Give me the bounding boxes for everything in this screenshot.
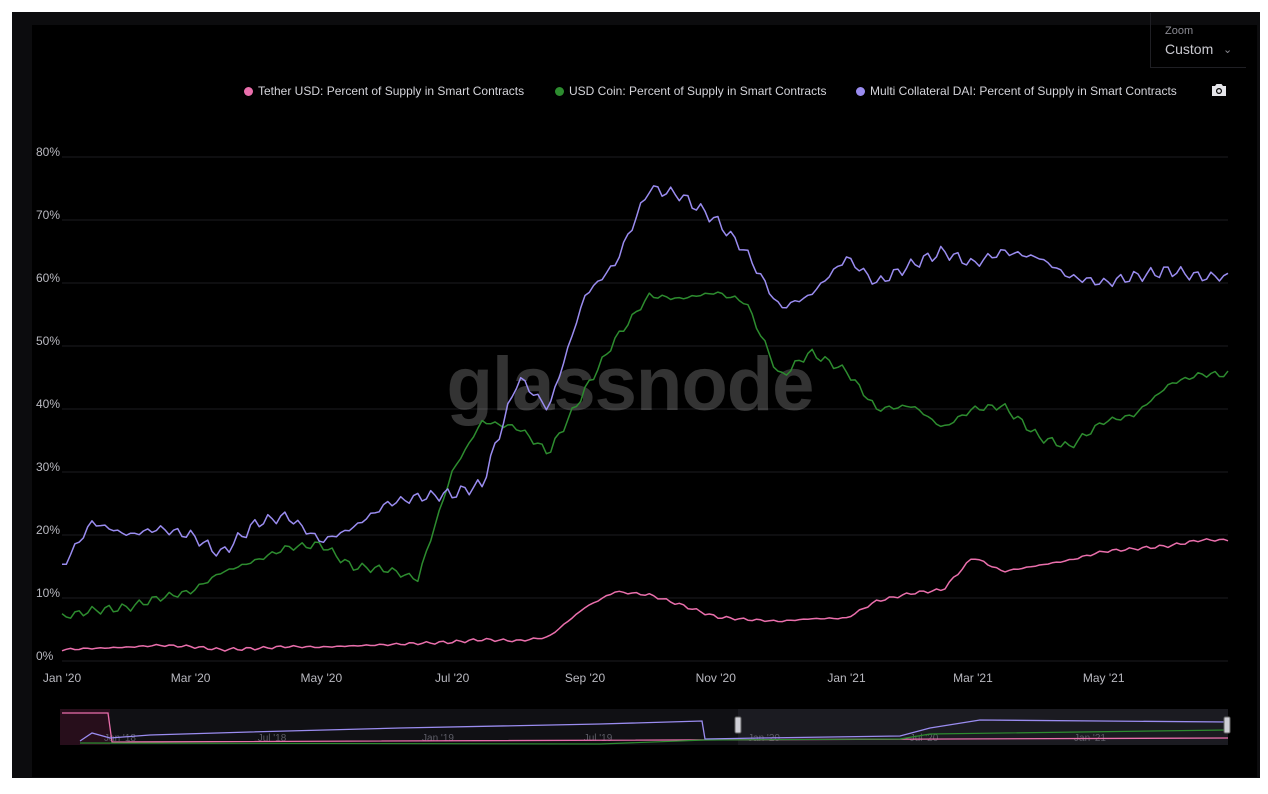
y-tick-label: 60% bbox=[36, 271, 60, 285]
legend-label-tether: Tether USD: Percent of Supply in Smart C… bbox=[258, 84, 525, 98]
zoom-label: Zoom bbox=[1165, 25, 1194, 37]
legend-dot-tether bbox=[244, 86, 253, 96]
chevron-down-icon: ⌄ bbox=[1223, 44, 1233, 56]
y-tick-label: 40% bbox=[36, 397, 60, 411]
navigator-label: Jul '19 bbox=[584, 733, 613, 744]
x-tick-label: Sep '20 bbox=[565, 671, 606, 685]
camera-icon[interactable] bbox=[1210, 82, 1228, 98]
series-line-tether bbox=[61, 538, 1229, 652]
y-tick-label: 20% bbox=[36, 523, 60, 537]
zoom-dropdown[interactable]: Zoom Custom ⌄ bbox=[1150, 13, 1246, 68]
x-tick-label: Nov '20 bbox=[696, 671, 737, 685]
navigator-label: Jan '19 bbox=[422, 733, 454, 744]
x-tick-label: May '21 bbox=[1083, 671, 1125, 685]
x-tick-label: Mar '20 bbox=[171, 671, 211, 685]
y-tick-label: 50% bbox=[36, 334, 60, 348]
series-line-dai bbox=[61, 185, 1229, 566]
legend-dot-dai bbox=[856, 86, 865, 96]
y-tick-label: 30% bbox=[36, 460, 60, 474]
x-tick-label: Jan '21 bbox=[827, 671, 866, 685]
watermark: glassnode bbox=[447, 342, 814, 427]
navigator-handle-left[interactable] bbox=[734, 716, 742, 734]
navigator-handle-right[interactable] bbox=[1223, 716, 1231, 734]
y-tick-label: 80% bbox=[36, 145, 60, 159]
x-tick-label: Jan '20 bbox=[43, 671, 82, 685]
series-line-usdc bbox=[61, 291, 1229, 619]
chart-frame bbox=[12, 12, 1260, 778]
legend-item-usdc[interactable]: USD Coin: Percent of Supply in Smart Con… bbox=[555, 84, 826, 98]
legend-dot-usdc bbox=[555, 86, 564, 96]
legend-label-dai: Multi Collateral DAI: Percent of Supply … bbox=[870, 84, 1177, 98]
navigator-label: Jan '18 bbox=[104, 733, 136, 744]
y-tick-label: 70% bbox=[36, 208, 60, 222]
chart-panel bbox=[32, 25, 1257, 777]
y-tick-label: 0% bbox=[36, 649, 54, 663]
legend-item-tether[interactable]: Tether USD: Percent of Supply in Smart C… bbox=[244, 84, 524, 98]
navigator-shade bbox=[60, 709, 110, 745]
legend-label-usdc: USD Coin: Percent of Supply in Smart Con… bbox=[569, 84, 827, 98]
legend-item-dai[interactable]: Multi Collateral DAI: Percent of Supply … bbox=[856, 84, 1177, 98]
x-tick-label: Mar '21 bbox=[953, 671, 993, 685]
navigator-label: Jul '18 bbox=[258, 733, 287, 744]
y-tick-label: 10% bbox=[36, 586, 60, 600]
navigator-line-usdc bbox=[79, 729, 1229, 745]
zoom-value: Custom bbox=[1165, 41, 1214, 57]
x-tick-label: Jul '20 bbox=[435, 671, 470, 685]
x-tick-label: May '20 bbox=[301, 671, 343, 685]
navigator-line-tether bbox=[62, 712, 1229, 743]
navigator-line-dai bbox=[79, 719, 1229, 742]
